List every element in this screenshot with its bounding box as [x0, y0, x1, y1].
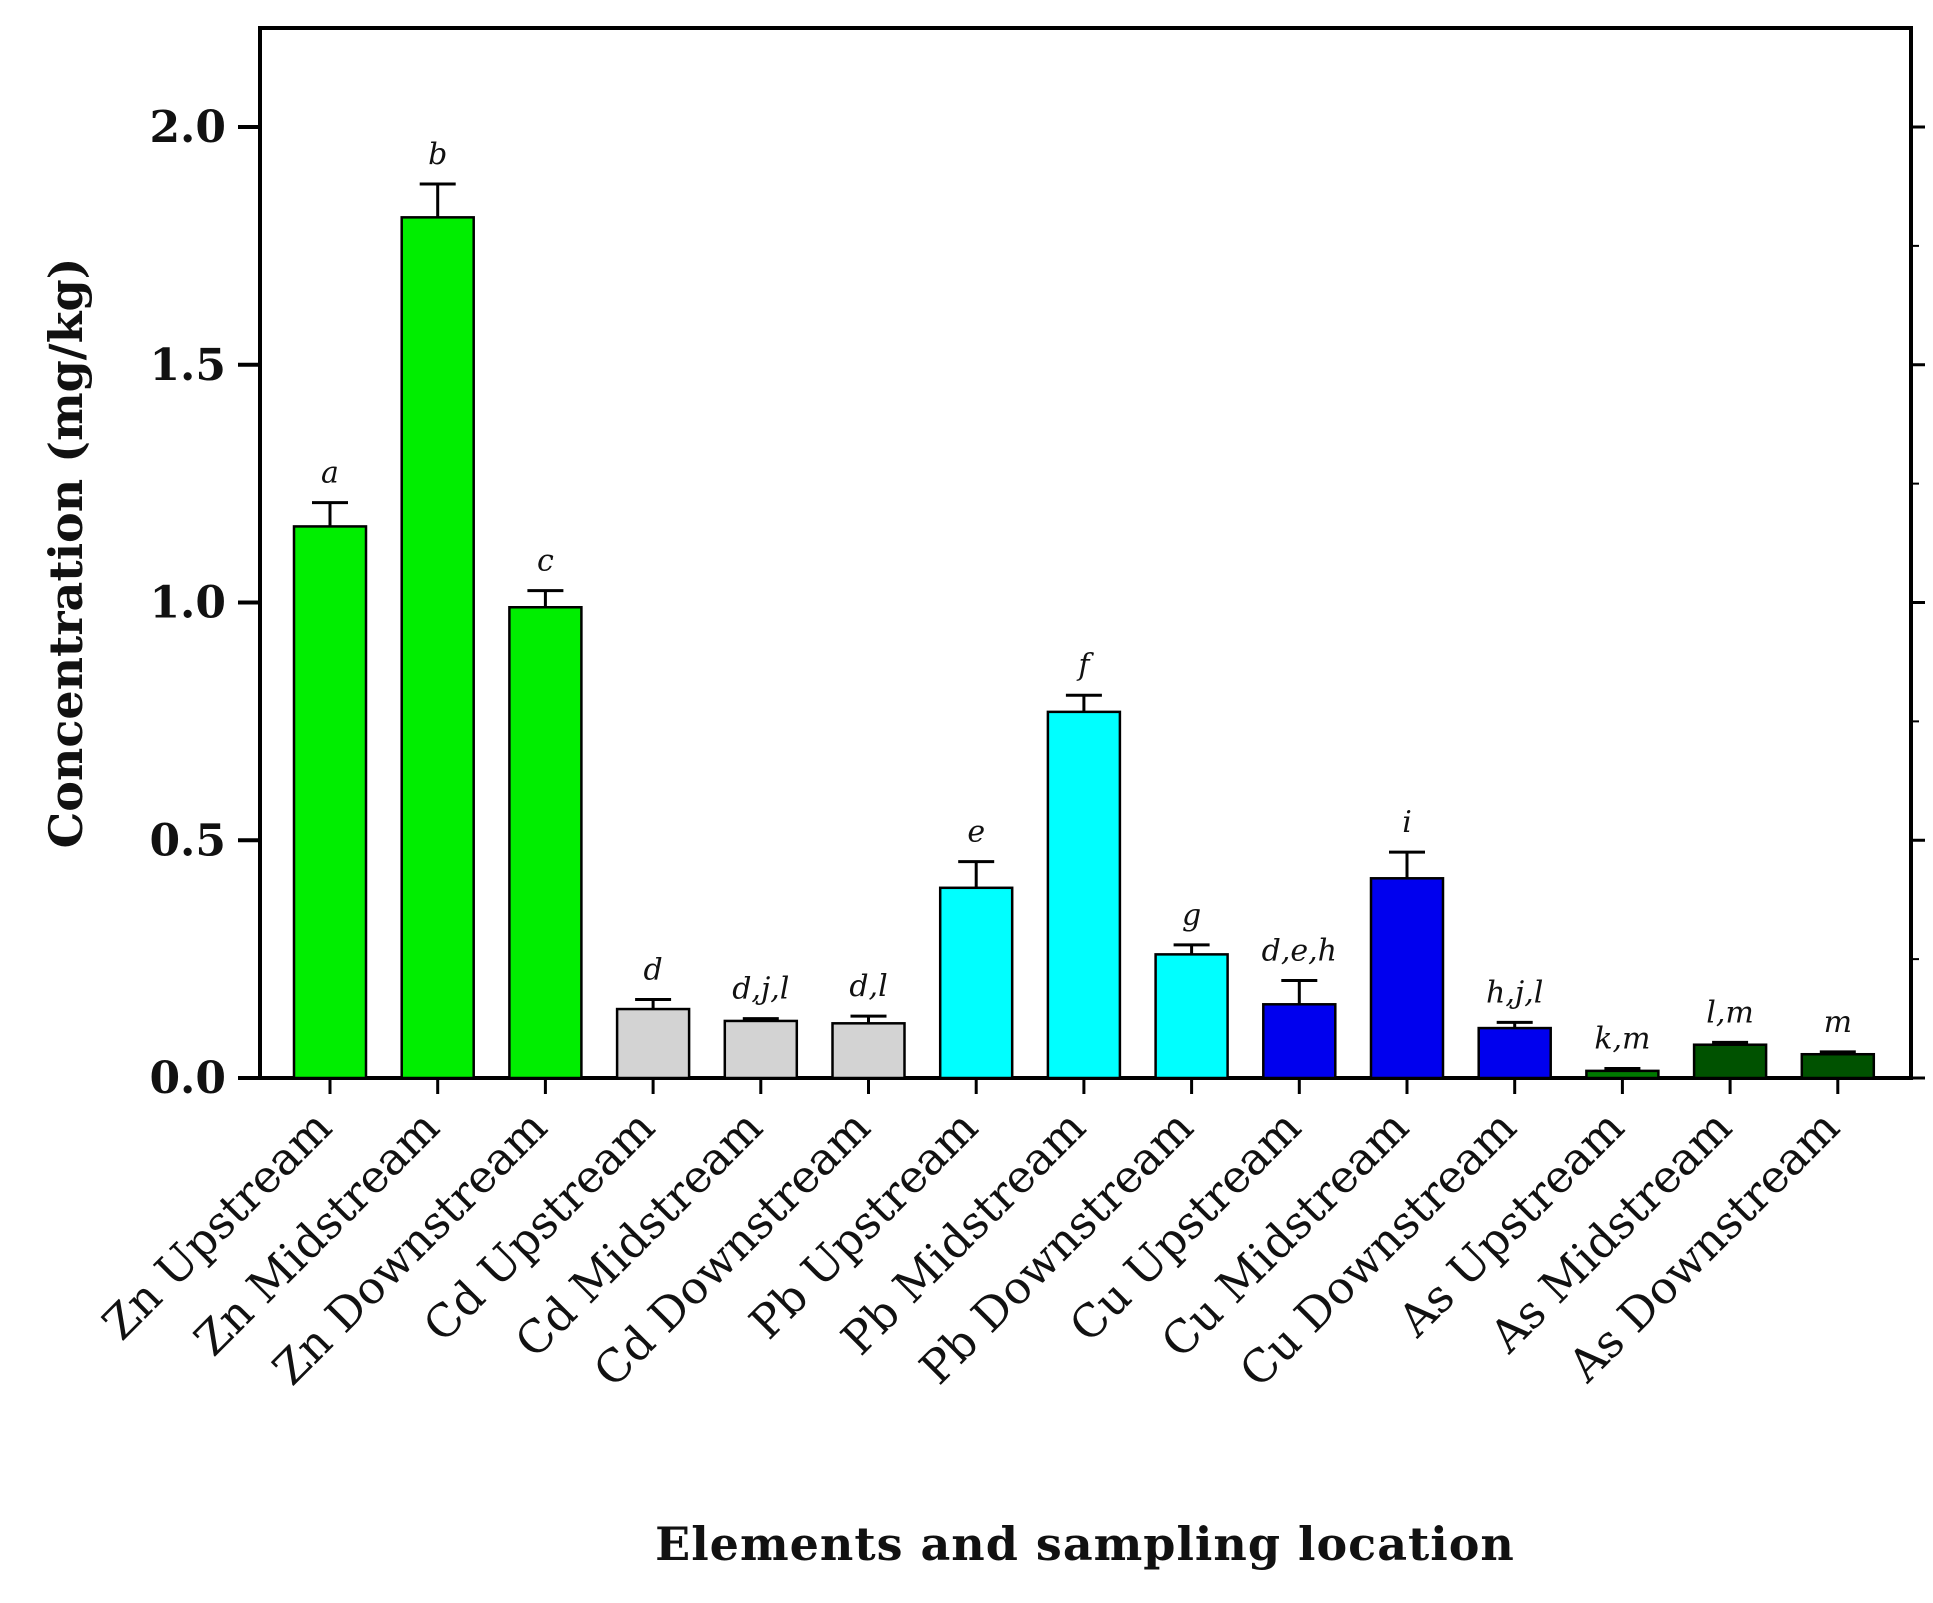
bars-group: a b c d d,j,l d,l e f g d,e,h i h,j,l k,m l,m m — [292, 137, 1876, 1080]
significance-label: f — [1076, 648, 1094, 683]
y-tick-label: 1.0 — [149, 578, 226, 629]
y-tick-label: 2.0 — [149, 102, 226, 153]
y-axis-title: Concentration (mg/kg) — [39, 258, 93, 849]
significance-label: m — [1824, 1005, 1852, 1040]
bar — [1262, 1003, 1337, 1080]
significance-label: l,m — [1706, 995, 1754, 1030]
significance-label: k,m — [1594, 1021, 1650, 1056]
bar — [1692, 1043, 1768, 1080]
significance-label: d — [643, 953, 662, 988]
bar — [831, 1022, 906, 1080]
significance-label: h,j,l — [1486, 975, 1543, 1010]
significance-label: d,l — [849, 969, 887, 1004]
significance-label: i — [1402, 805, 1412, 840]
y-tick-label: 0.0 — [149, 1053, 226, 1104]
bar — [938, 886, 1014, 1080]
bar — [723, 1019, 799, 1080]
significance-label: g — [1182, 898, 1201, 933]
significance-label: e — [967, 815, 985, 850]
y-tick-label: 0.5 — [149, 815, 226, 866]
x-axis-title: Elements and sampling location — [655, 1517, 1515, 1571]
y-tick-label: 1.5 — [149, 340, 226, 391]
bar — [1477, 1026, 1552, 1080]
significance-label: c — [537, 544, 554, 579]
bar — [292, 525, 368, 1080]
bar — [1154, 953, 1229, 1080]
bar — [508, 606, 583, 1080]
significance-label: b — [428, 137, 447, 172]
bar — [1800, 1052, 1876, 1080]
significance-label: a — [321, 456, 339, 491]
bar — [1585, 1069, 1660, 1080]
bar — [1369, 877, 1445, 1080]
y-axis-ticks: 0.0 0.5 1.0 1.5 2.0 — [149, 102, 1925, 1104]
significance-label: d,e,h — [1262, 934, 1337, 969]
bar — [615, 1007, 691, 1080]
bar — [400, 216, 475, 1080]
bar — [1046, 710, 1122, 1080]
significance-label: d,j,l — [732, 972, 789, 1007]
